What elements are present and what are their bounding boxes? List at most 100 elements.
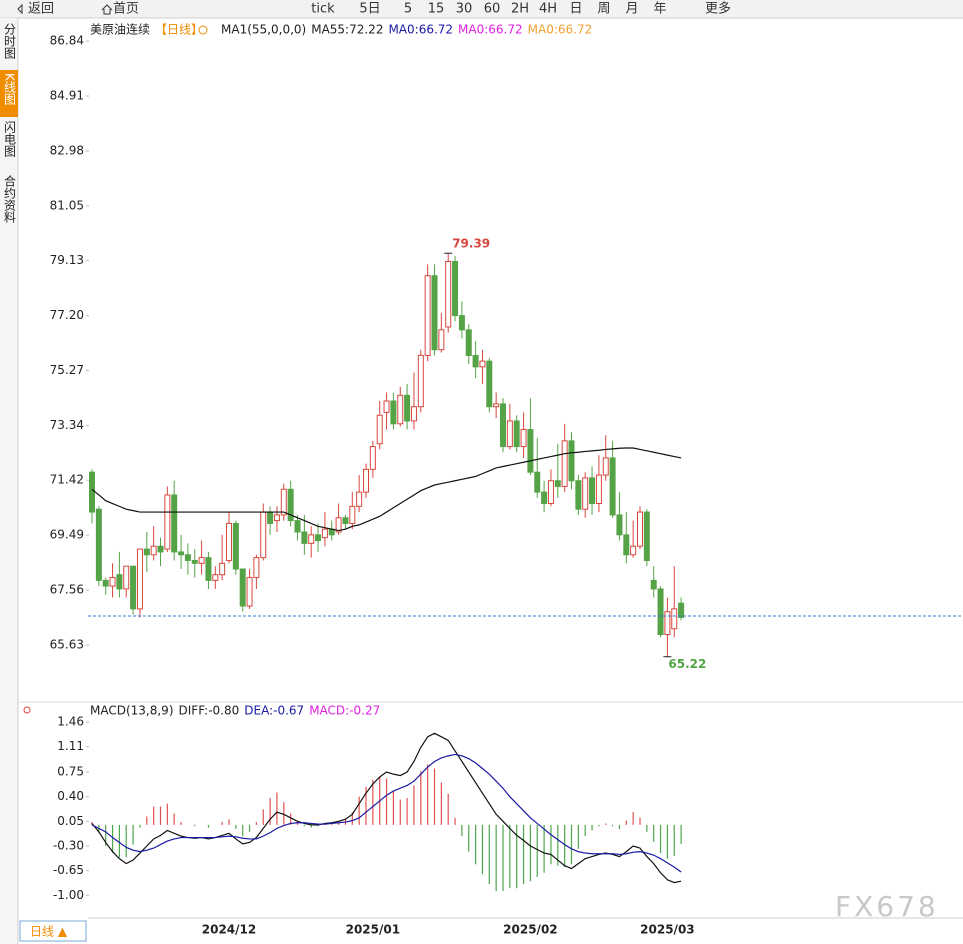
candle-body (595, 474, 602, 505)
candle-body (445, 260, 452, 328)
candle-body (589, 477, 596, 505)
candle-body (609, 457, 616, 516)
candle-body (383, 400, 390, 413)
toolbar-button[interactable]: 60 (484, 2, 501, 17)
settings-icon[interactable] (198, 25, 208, 35)
y-tick-label: 0.75 (57, 765, 84, 779)
candle-body (308, 534, 315, 544)
candle-body (369, 446, 376, 470)
candle-body (452, 260, 459, 317)
candle-body (534, 471, 541, 493)
toolbar-button[interactable]: 2H (511, 2, 529, 17)
candle-body (568, 440, 575, 482)
sidebar-tab[interactable]: 闪电图 (3, 121, 17, 157)
toolbar-button[interactable]: tick (311, 2, 335, 17)
candle-body (397, 394, 404, 425)
candle-body (143, 548, 150, 556)
candle-body (376, 414, 383, 445)
toolbar-button[interactable]: 日 (569, 2, 582, 17)
line-series (91, 447, 682, 532)
candle-body (150, 545, 157, 556)
toolbar-button[interactable]: 年 (653, 2, 666, 17)
y-tick-label: -0.65 (53, 863, 84, 877)
candle-body (561, 440, 568, 487)
sidebar-tab[interactable]: 合约资料 (3, 174, 17, 223)
toolbar-icon[interactable] (17, 3, 23, 15)
toolbar-button[interactable]: 30 (456, 2, 473, 17)
sidebar (0, 18, 18, 944)
candle-body (102, 579, 109, 587)
legend-item: 美原油连续 (90, 22, 150, 37)
candle-body (116, 574, 123, 590)
y-tick-label: 81.05 (50, 198, 84, 212)
sidebar-tab[interactable]: K线图 (3, 73, 17, 105)
candle-body (486, 360, 493, 408)
candle-body (479, 360, 486, 368)
x-tick-label: 2025/03 (640, 923, 694, 937)
candle-body (246, 577, 253, 607)
candle-body (410, 406, 417, 422)
y-tick-label: 84.91 (50, 89, 84, 103)
toolbar-button[interactable]: 首页 (113, 2, 139, 17)
line-series (91, 753, 682, 873)
toolbar-button[interactable]: 更多 (705, 1, 731, 17)
candle-body (260, 511, 267, 559)
candle-body (198, 557, 205, 564)
candle-body (616, 514, 623, 536)
legend-item: MA1(55,0,0,0) (221, 23, 306, 37)
low-label: 65.22 (668, 657, 706, 671)
y-tick-label: 0.40 (57, 789, 84, 803)
candle-body (130, 565, 137, 610)
legend-item: MA0:66.72 (528, 23, 593, 37)
candle-body (109, 577, 116, 587)
legend-item: MACD(13,8,9) (90, 704, 174, 718)
candle-body (520, 428, 527, 448)
sidebar-tab[interactable]: 分时图 (3, 23, 17, 59)
toolbar (0, 0, 963, 18)
candle-body (643, 511, 650, 561)
toolbar-button[interactable]: 5 (404, 2, 412, 17)
legend-item: 【日线】 (155, 23, 203, 37)
period-button-label[interactable]: 日线 ▲ (30, 925, 68, 939)
toolbar-icon[interactable] (101, 4, 113, 15)
candle-body (650, 579, 657, 590)
candle-body (493, 403, 500, 408)
toolbar-button[interactable]: 4H (539, 2, 557, 17)
candle-body (404, 394, 411, 422)
period-button[interactable] (19, 920, 87, 942)
sidebar-tab-active (0, 70, 18, 117)
candle-body (349, 505, 356, 524)
candle-body (301, 531, 308, 544)
candle-body (575, 480, 582, 510)
candle-body (321, 528, 328, 539)
candle-body (267, 511, 274, 524)
candle-body (438, 329, 445, 351)
legend-item: DEA:-0.67 (244, 704, 304, 718)
candle-body (136, 548, 143, 610)
candle-body (431, 275, 438, 351)
candle-body (89, 471, 95, 513)
candle-body (273, 514, 280, 522)
candle-body (664, 611, 671, 636)
candle-body (205, 557, 212, 581)
candle-body (164, 494, 171, 550)
candle-body (513, 420, 520, 448)
watermark: FX678 (835, 890, 939, 923)
candle-body (226, 522, 232, 561)
toolbar-button[interactable]: 月 (625, 2, 638, 17)
candle-body (554, 480, 561, 487)
toolbar-button[interactable]: 5日 (359, 2, 380, 17)
candle-body (123, 565, 130, 590)
y-tick-label: 1.11 (57, 739, 84, 753)
candle-body (637, 511, 643, 547)
toolbar-button[interactable]: 周 (597, 2, 610, 17)
y-tick-label: 73.34 (50, 418, 84, 432)
toolbar-button[interactable]: 返回 (28, 2, 54, 17)
candle-body (547, 480, 554, 505)
toolbar-button[interactable]: 15 (428, 2, 445, 17)
y-tick-label: 79.13 (50, 253, 84, 267)
candle-body (342, 517, 349, 524)
candle-body (424, 275, 431, 356)
candle-body (95, 508, 102, 581)
